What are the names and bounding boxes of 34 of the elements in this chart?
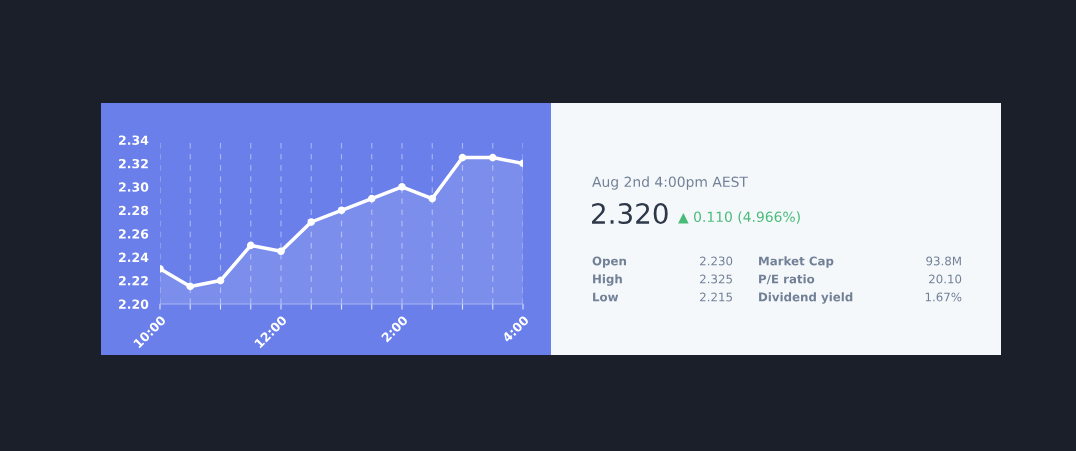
text: Dividend yield (759, 292, 853, 304)
y-tick-label: 2.24 (119, 252, 149, 262)
text: 20.10 (929, 274, 962, 284)
point (337, 206, 346, 215)
text: High (593, 274, 622, 286)
point (246, 241, 255, 250)
point (367, 194, 376, 203)
text: 2.215 (700, 292, 732, 302)
text: 93.8M (926, 256, 961, 266)
text: Aug 2nd 4:00pm AEST (592, 176, 748, 190)
text: 1.67% (925, 292, 962, 302)
point (307, 218, 316, 226)
text: 2.325 (700, 274, 732, 284)
text: Open (592, 256, 626, 268)
text: ▲ 0.110 (4.966%) (678, 211, 800, 224)
y-tick-label: 2.20 (119, 299, 149, 309)
y-tick-label: 2.28 (119, 205, 149, 216)
text: Market Cap (759, 256, 834, 268)
y-tick-label: 2.34 (119, 135, 149, 145)
point (398, 183, 406, 191)
point (186, 282, 195, 291)
y-tick-label: 2.26 (119, 229, 149, 239)
point (488, 153, 497, 162)
text: P/E ratio (759, 274, 815, 285)
point (216, 276, 225, 285)
point (428, 194, 437, 203)
y-tick-label: 2.22 (119, 276, 148, 286)
text: 2.230 (700, 256, 733, 266)
point (277, 247, 285, 256)
y-tick-label: 2.32 (119, 158, 148, 169)
text: Low (593, 292, 619, 302)
y-tick-label: 2.30 (119, 182, 149, 192)
text: 2.320 (592, 203, 668, 225)
point (458, 153, 467, 162)
